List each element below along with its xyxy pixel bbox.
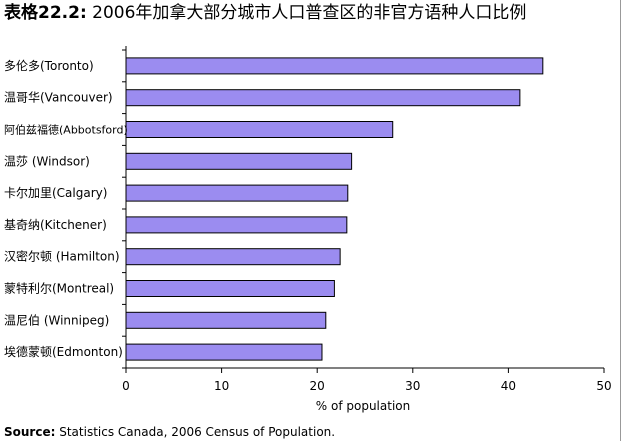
- x-tick-label: 30: [405, 379, 420, 393]
- source-label: Source:: [4, 425, 56, 439]
- category-label: 阿伯兹福德(Abbotsford): [4, 123, 128, 137]
- bar: [125, 57, 544, 75]
- bar: [125, 343, 323, 361]
- bar: [125, 121, 394, 138]
- category-label: 温莎 (Windsor): [4, 154, 90, 168]
- category-label: 多伦多(Toronto): [4, 58, 94, 73]
- x-tick-label: 40: [501, 379, 516, 393]
- chart-title: 表格22.2: 2006年加拿大部分城市人口普查区的非官方语种人口比例: [4, 0, 618, 30]
- x-tick-label: 0: [122, 379, 130, 393]
- bar: [125, 248, 341, 266]
- bar: [125, 152, 353, 170]
- x-tick-label: 10: [214, 379, 229, 393]
- bar: [125, 216, 348, 234]
- category-label: 基奇纳(Kitchener): [4, 218, 107, 232]
- source-text: Statistics Canada, 2006 Census of Popula…: [59, 425, 336, 439]
- bar: [125, 89, 521, 107]
- title-label: 表格22.2:: [4, 3, 87, 23]
- category-label: 卡尔加里(Calgary): [4, 185, 107, 200]
- category-label: 埃德蒙顿(Edmonton): [4, 344, 123, 359]
- title-text: 2006年加拿大部分城市人口普查区的非官方语种人口比例: [92, 3, 527, 23]
- bar: [125, 280, 335, 297]
- bar: [125, 184, 349, 202]
- category-label: 汉密尔顿 (Hamilton): [4, 249, 120, 264]
- x-axis-title: % of population: [316, 399, 410, 413]
- source-note: Source: Statistics Canada, 2006 Census o…: [4, 424, 335, 440]
- category-label: 温尼伯 (Winnipeg): [4, 312, 109, 327]
- category-label: 温哥华(Vancouver): [4, 91, 113, 105]
- x-tick-label: 50: [596, 379, 611, 393]
- x-tick-label: 20: [310, 379, 325, 393]
- right-border: [620, 0, 621, 441]
- bar: [125, 311, 327, 329]
- category-label: 蒙特利尔(Montreal): [4, 281, 114, 296]
